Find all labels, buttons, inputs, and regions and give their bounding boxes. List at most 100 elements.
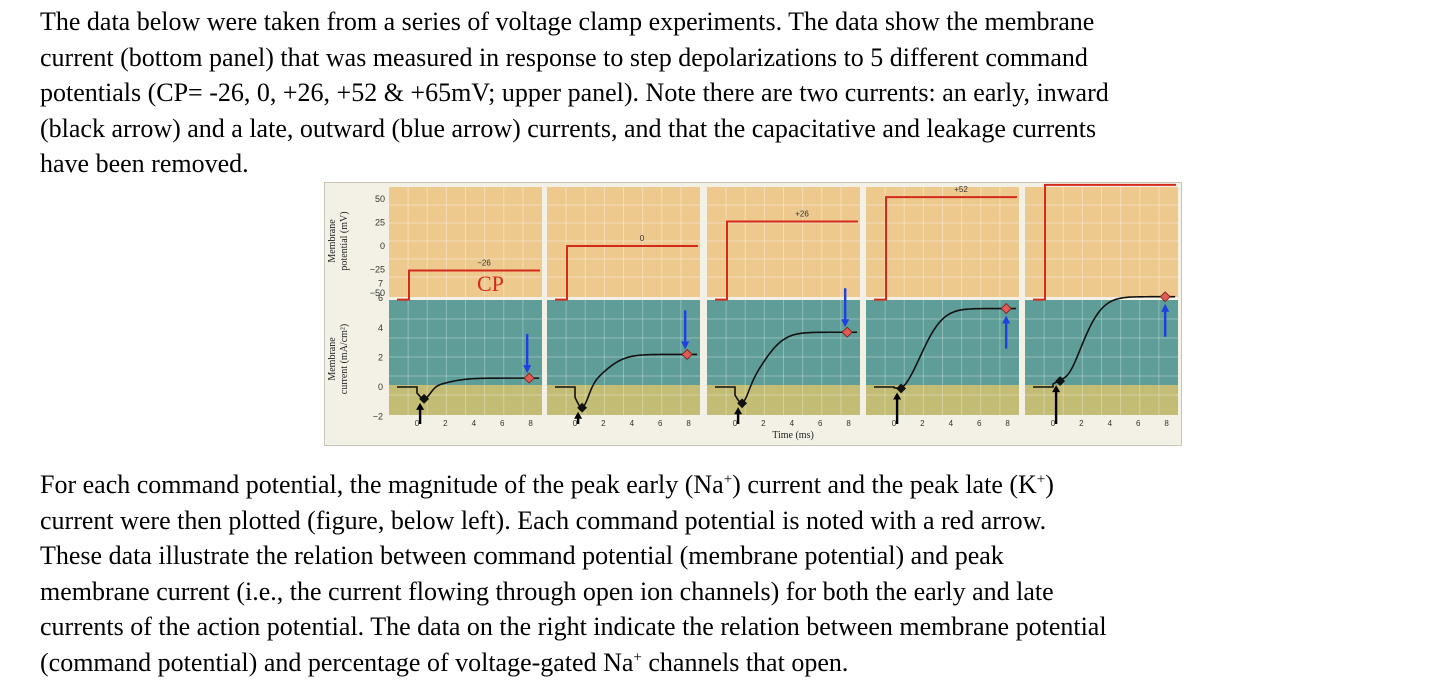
voltage-axis-label: Membrane bbox=[327, 219, 338, 263]
time-tick-label: 6 bbox=[658, 419, 663, 428]
black-arrowhead bbox=[574, 411, 583, 419]
voltage-tick-label: −25 bbox=[370, 265, 385, 275]
command-step-trace bbox=[555, 245, 698, 301]
time-tick-label: 2 bbox=[761, 419, 766, 428]
command-potential-label: +26 bbox=[795, 210, 809, 219]
time-tick-label: 0 bbox=[892, 419, 897, 428]
time-tick-label: 8 bbox=[1164, 419, 1169, 428]
black-arrowhead bbox=[893, 392, 902, 400]
time-tick-label: 2 bbox=[601, 419, 606, 428]
time-tick-label: 4 bbox=[472, 419, 477, 428]
current-axis-label: current (mA/cm²) bbox=[339, 324, 350, 394]
time-tick-label: 6 bbox=[977, 419, 982, 428]
voltage-panel-bg bbox=[547, 187, 700, 297]
panel-2: 0 0 2 4 6 8 bbox=[547, 187, 700, 428]
intro-line: (black arrow) and a late, outward (blue … bbox=[40, 113, 1097, 143]
current-trace bbox=[397, 377, 540, 400]
analysis-line: For each command potential, the magnitud… bbox=[40, 470, 1054, 499]
time-tick-label: 8 bbox=[846, 419, 851, 428]
current-tick-label: 2 bbox=[378, 352, 383, 362]
voltage-tick-label: 25 bbox=[375, 218, 385, 228]
baseline-band bbox=[866, 385, 1019, 415]
late-peak-marker bbox=[1159, 291, 1171, 303]
voltage-panel-bg bbox=[1025, 187, 1178, 297]
blue-arrowhead bbox=[1161, 303, 1170, 312]
time-tick-label: 0 bbox=[1051, 419, 1056, 428]
baseline-band bbox=[389, 385, 542, 415]
current-tick-label: 0 bbox=[378, 382, 383, 392]
panel-3: +26 0 2 4 6 8 bbox=[707, 187, 860, 428]
current-tick-label: 4 bbox=[378, 323, 383, 333]
intro-line: potentials (CP= -26, 0, +26, +52 & +65mV… bbox=[40, 78, 1109, 108]
command-potential-label: +52 bbox=[954, 185, 968, 194]
analysis-paragraph: For each command potential, the magnitud… bbox=[40, 467, 1435, 681]
command-step-trace bbox=[397, 269, 540, 301]
time-tick-label: 0 bbox=[733, 419, 738, 428]
analysis-line: membrane current (i.e., the current flow… bbox=[40, 576, 1054, 606]
late-peak-marker bbox=[1000, 303, 1012, 315]
analysis-line: current were then plotted (figure, below… bbox=[40, 505, 1047, 535]
current-trace bbox=[555, 353, 698, 409]
voltage-tick-label: 50 bbox=[375, 194, 385, 204]
analysis-line: currents of the action potential. The da… bbox=[40, 612, 1107, 642]
voltage-axis-label: potential (mV) bbox=[339, 211, 350, 270]
early-peak-marker bbox=[896, 383, 907, 394]
command-potential-label: 0 bbox=[640, 234, 645, 243]
current-tick-label: −2 bbox=[373, 412, 383, 422]
panel-5: +6502468 bbox=[1025, 183, 1178, 428]
voltage-tick-label: 0 bbox=[380, 241, 385, 251]
time-tick-label: 8 bbox=[1005, 419, 1010, 428]
current-trace bbox=[1033, 295, 1176, 388]
time-tick-label: 2 bbox=[920, 419, 925, 428]
intro-paragraph: The data below were taken from a series … bbox=[40, 4, 1420, 182]
baseline-band bbox=[707, 385, 860, 415]
early-peak-marker bbox=[1055, 376, 1066, 387]
current-trace bbox=[874, 307, 1017, 390]
time-tick-label: 6 bbox=[500, 419, 505, 428]
blue-arrowhead bbox=[841, 319, 850, 328]
panel-4: +52 0 2 4 6 8 bbox=[866, 185, 1019, 428]
time-tick-label: 4 bbox=[790, 419, 795, 428]
voltage-clamp-figure: Membrane potential (mV) Membrane current… bbox=[324, 182, 1182, 446]
time-tick-label: 6 bbox=[1136, 419, 1141, 428]
time-tick-label: 6 bbox=[818, 419, 823, 428]
current-axis-label: Membrane bbox=[327, 337, 338, 381]
time-tick-label: 4 bbox=[949, 419, 954, 428]
blue-arrowhead bbox=[523, 365, 532, 374]
panel-1: −26 0 2 4 6 8 bbox=[389, 187, 542, 428]
intro-line: have been removed. bbox=[40, 149, 249, 179]
baseline-band bbox=[547, 385, 700, 415]
voltage-clamp-figure-svg: Membrane potential (mV) Membrane current… bbox=[327, 183, 1178, 441]
time-tick-label: 8 bbox=[528, 419, 533, 428]
intro-line: current (bottom panel) that was measured… bbox=[40, 42, 1088, 72]
intro-line: The data below were taken from a series … bbox=[40, 7, 1095, 36]
black-arrowhead bbox=[734, 407, 743, 415]
blue-arrowhead bbox=[1002, 315, 1011, 324]
command-step-trace bbox=[715, 220, 858, 301]
time-axis-label: Time (ms) bbox=[772, 430, 814, 441]
black-arrowhead bbox=[416, 402, 425, 410]
analysis-line: (command potential) and percentage of vo… bbox=[40, 647, 849, 677]
time-tick-label: 8 bbox=[686, 419, 691, 428]
baseline-band bbox=[1025, 385, 1178, 415]
black-arrowhead bbox=[1052, 385, 1061, 393]
late-peak-marker bbox=[523, 372, 535, 384]
time-tick-label: 0 bbox=[415, 419, 420, 428]
voltage-panel-bg bbox=[866, 187, 1019, 297]
command-step-trace bbox=[874, 196, 1017, 301]
voltage-panel-bg bbox=[389, 187, 542, 297]
time-tick-label: 4 bbox=[630, 419, 635, 428]
time-tick-label: 2 bbox=[1079, 419, 1084, 428]
command-step-trace bbox=[1033, 183, 1176, 301]
current-tick-label: 6 bbox=[378, 293, 383, 303]
command-potential-label: −26 bbox=[477, 258, 491, 267]
analysis-line: These data illustrate the relation betwe… bbox=[40, 541, 1004, 571]
time-tick-label: 4 bbox=[1108, 419, 1113, 428]
voltage-tick-label: −50 bbox=[370, 288, 385, 298]
late-peak-marker bbox=[841, 326, 853, 338]
voltage-panel-bg bbox=[707, 187, 860, 297]
time-tick-label: 2 bbox=[443, 419, 448, 428]
late-peak-marker bbox=[681, 348, 693, 360]
current-trace bbox=[715, 331, 858, 404]
blue-arrowhead bbox=[681, 341, 690, 350]
